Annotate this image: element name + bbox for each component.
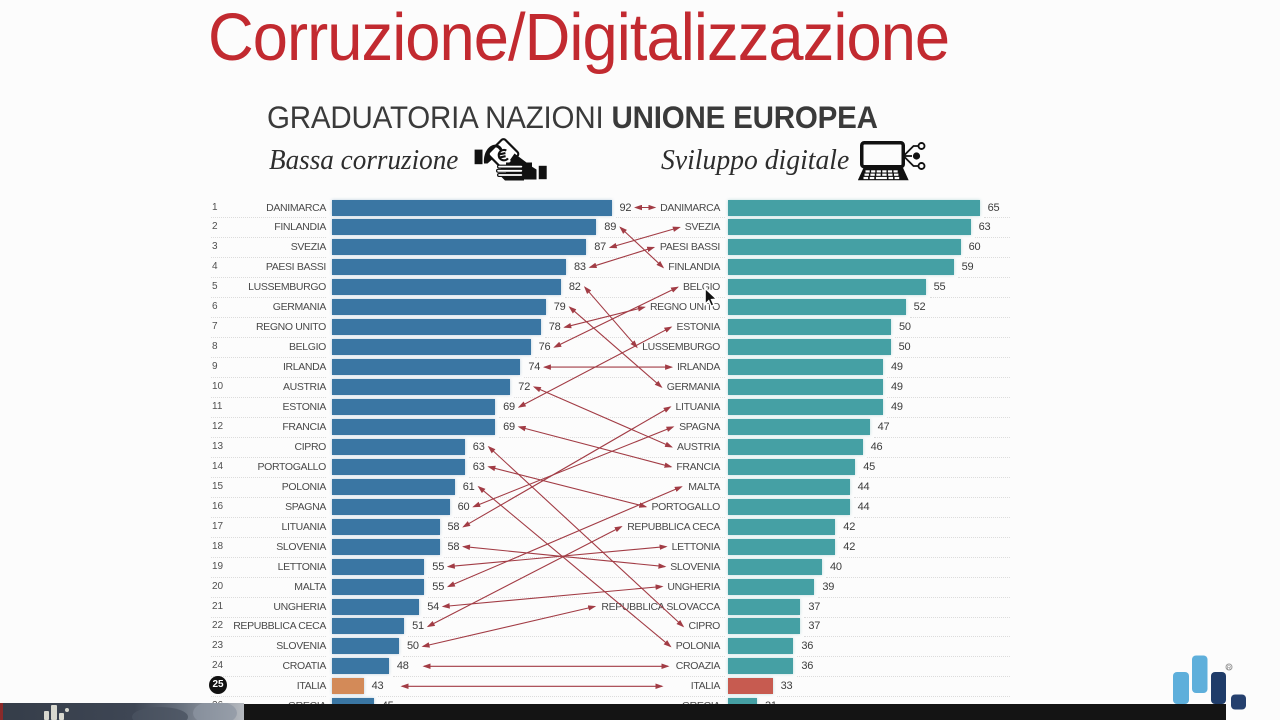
svg-text:R: R (1227, 666, 1232, 672)
